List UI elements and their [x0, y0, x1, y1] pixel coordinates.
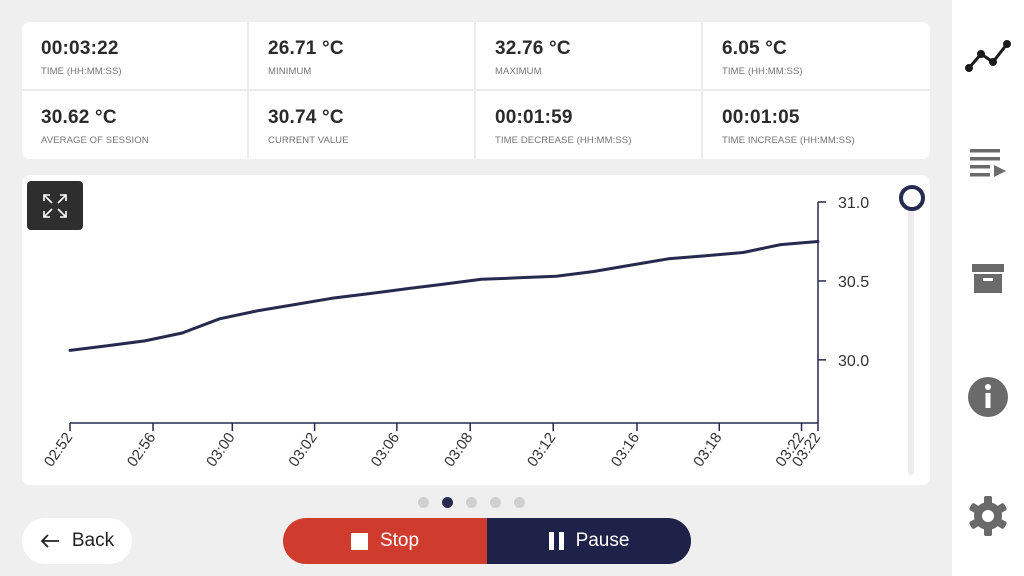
x-tick-label: 03:16: [608, 430, 643, 471]
stat-average: 30.62 °C AVERAGE OF SESSION: [22, 90, 249, 159]
stats-panel: 00:03:22 TIME (HH:MM:SS) 26.71 °C MINIMU…: [22, 22, 930, 159]
archive-icon: [972, 264, 1004, 293]
back-label: Back: [71, 530, 115, 551]
pause-button[interactable]: Pause: [487, 518, 691, 564]
stat-time-decrease: 00:01:59 TIME DECREASE (HH:MM:SS): [476, 90, 703, 159]
x-tick-label: 02:56: [124, 430, 159, 471]
pager-dot[interactable]: [418, 497, 429, 508]
x-tick-label: 03:08: [441, 430, 476, 471]
pager-dots: [418, 497, 525, 508]
sidebar-item-chart[interactable]: [952, 26, 1024, 86]
stat-value: 00:01:59: [495, 106, 573, 128]
stat-session-time: 00:03:22 TIME (HH:MM:SS): [22, 22, 249, 91]
session-controls: Stop Pause: [283, 518, 691, 564]
stat-value: 30.62 °C: [41, 106, 117, 128]
expand-icon: [43, 193, 67, 218]
y-tick-label: 31.0: [838, 195, 869, 212]
stat-label: TIME DECREASE (HH:MM:SS): [495, 134, 632, 146]
chart-card: 31.0 30.5 30.0 02:52 02:56 03:00 03:02 03:06 03:…: [22, 175, 930, 485]
stat-label: AVERAGE OF SESSION: [41, 134, 149, 146]
sidebar-item-archive[interactable]: [952, 248, 1024, 308]
pause-label: Pause: [575, 530, 630, 551]
stat-range: 6.05 °C TIME (HH:MM:SS): [703, 22, 930, 91]
pause-icon: [548, 532, 564, 550]
stat-current: 30.74 °C CURRENT VALUE: [249, 90, 476, 159]
y-tick-label: 30.5: [838, 274, 869, 291]
gear-icon: [969, 496, 1007, 536]
stat-value: 6.05 °C: [722, 38, 787, 59]
stat-maximum: 32.76 °C MAXIMUM: [476, 22, 703, 91]
chart-scroll-handle[interactable]: [899, 185, 925, 211]
temperature-chart: 31.0 30.5 30.0 02:52 02:56 03:00 03:02 03:06 03:…: [41, 195, 869, 471]
pager-dot[interactable]: [466, 497, 477, 508]
pager-dot[interactable]: [442, 497, 453, 508]
stop-label: Stop: [379, 530, 420, 551]
stat-label: TIME (HH:MM:SS): [41, 66, 122, 77]
stat-value: 30.74 °C: [268, 106, 344, 128]
stat-value: 26.71 °C: [268, 38, 344, 59]
stat-label: CURRENT VALUE: [268, 134, 349, 146]
chart-scrollbar-track[interactable]: [908, 205, 914, 475]
x-tick-label: 03:00: [203, 430, 238, 471]
pager-dot[interactable]: [490, 497, 501, 508]
x-tick-label: 03:12: [524, 430, 559, 471]
stat-value: 00:01:05: [722, 106, 800, 128]
stat-label: MINIMUM: [268, 66, 312, 77]
arrow-left-icon: [40, 534, 59, 548]
sidebar-item-info[interactable]: [952, 367, 1024, 427]
x-tick-label: 03:18: [690, 430, 725, 471]
back-button[interactable]: Back: [22, 518, 132, 564]
pager-dot[interactable]: [514, 497, 525, 508]
stat-minimum: 26.71 °C MINIMUM: [249, 22, 476, 91]
sidebar: [952, 0, 1024, 576]
series-line: [68, 240, 820, 352]
stop-icon: [350, 532, 368, 550]
playlist-icon: [970, 149, 1006, 177]
stop-button[interactable]: Stop: [283, 518, 487, 564]
stat-time-increase: 00:01:05 TIME INCREASE (HH:MM:SS): [703, 91, 930, 160]
stat-value: 32.76 °C: [495, 38, 571, 59]
stat-value: 00:03:22: [41, 38, 119, 59]
info-icon: [968, 377, 1008, 417]
sidebar-item-list[interactable]: [952, 133, 1024, 193]
x-tick-label: 03:02: [285, 430, 320, 471]
expand-button[interactable]: [27, 181, 83, 230]
stat-label: TIME (HH:MM:SS): [722, 66, 803, 77]
x-tick-label: 03:06: [368, 430, 403, 471]
stat-label: MAXIMUM: [495, 66, 542, 77]
line-chart-icon: [965, 40, 1011, 72]
sidebar-item-settings[interactable]: [952, 486, 1024, 546]
stat-label: TIME INCREASE (HH:MM:SS): [722, 134, 855, 146]
x-tick-label: 02:52: [41, 430, 76, 471]
y-tick-label: 30.0: [838, 353, 869, 370]
